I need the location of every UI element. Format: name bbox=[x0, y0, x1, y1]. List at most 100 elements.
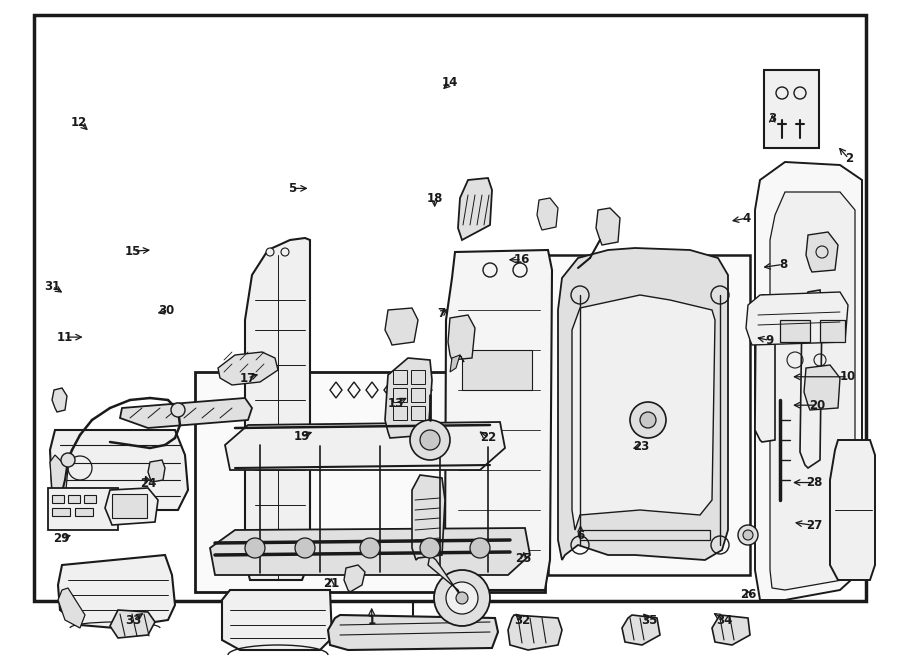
Text: 1: 1 bbox=[367, 613, 376, 627]
Circle shape bbox=[171, 403, 185, 417]
Text: 24: 24 bbox=[140, 477, 157, 490]
Text: 13: 13 bbox=[388, 397, 404, 410]
Polygon shape bbox=[50, 455, 68, 500]
Polygon shape bbox=[210, 528, 530, 575]
Circle shape bbox=[295, 538, 315, 558]
Text: 10: 10 bbox=[840, 370, 856, 383]
Text: 31: 31 bbox=[44, 280, 60, 293]
Polygon shape bbox=[222, 590, 332, 650]
Polygon shape bbox=[448, 315, 475, 360]
Circle shape bbox=[281, 248, 289, 256]
Bar bbox=[393, 370, 407, 384]
Polygon shape bbox=[800, 290, 822, 468]
Polygon shape bbox=[712, 615, 750, 645]
Circle shape bbox=[743, 530, 753, 540]
Text: 33: 33 bbox=[125, 613, 141, 627]
Text: 15: 15 bbox=[125, 245, 141, 258]
Polygon shape bbox=[746, 292, 848, 345]
Polygon shape bbox=[445, 250, 552, 590]
Bar bbox=[68, 495, 80, 503]
Polygon shape bbox=[558, 248, 728, 560]
Polygon shape bbox=[458, 178, 492, 240]
Text: 7: 7 bbox=[436, 307, 446, 321]
Bar bbox=[112, 494, 147, 518]
Polygon shape bbox=[225, 422, 505, 470]
Polygon shape bbox=[450, 355, 464, 372]
Polygon shape bbox=[58, 588, 85, 628]
Text: 29: 29 bbox=[53, 532, 69, 545]
Circle shape bbox=[640, 412, 656, 428]
Bar bbox=[548, 255, 750, 575]
Bar bbox=[780, 320, 810, 342]
Polygon shape bbox=[50, 430, 188, 510]
Polygon shape bbox=[385, 358, 432, 438]
Circle shape bbox=[446, 582, 478, 614]
Text: 30: 30 bbox=[158, 304, 175, 317]
Text: 18: 18 bbox=[427, 192, 443, 205]
Polygon shape bbox=[328, 615, 498, 650]
Text: 11: 11 bbox=[57, 330, 73, 344]
Polygon shape bbox=[830, 440, 875, 580]
Text: 26: 26 bbox=[741, 588, 757, 602]
Polygon shape bbox=[120, 398, 252, 428]
Polygon shape bbox=[58, 555, 175, 628]
Bar bbox=[34, 15, 866, 601]
Text: 16: 16 bbox=[514, 253, 530, 266]
Polygon shape bbox=[804, 365, 840, 410]
Polygon shape bbox=[428, 555, 462, 598]
Polygon shape bbox=[630, 345, 658, 388]
Circle shape bbox=[360, 538, 380, 558]
Text: 22: 22 bbox=[480, 431, 496, 444]
Circle shape bbox=[434, 570, 490, 626]
Bar bbox=[52, 508, 70, 516]
Polygon shape bbox=[755, 295, 775, 442]
Polygon shape bbox=[596, 208, 620, 245]
Text: 23: 23 bbox=[633, 440, 649, 453]
Polygon shape bbox=[52, 388, 67, 412]
Text: 12: 12 bbox=[71, 116, 87, 129]
Text: 34: 34 bbox=[716, 613, 733, 627]
Bar bbox=[820, 320, 845, 342]
Circle shape bbox=[630, 402, 666, 438]
Circle shape bbox=[420, 538, 440, 558]
Polygon shape bbox=[572, 295, 715, 530]
Polygon shape bbox=[105, 488, 158, 525]
Polygon shape bbox=[245, 238, 310, 580]
Polygon shape bbox=[148, 460, 165, 482]
Polygon shape bbox=[344, 565, 365, 592]
Text: 19: 19 bbox=[293, 430, 310, 443]
Text: 17: 17 bbox=[239, 371, 256, 385]
Polygon shape bbox=[755, 162, 862, 600]
Text: 4: 4 bbox=[742, 212, 752, 225]
Polygon shape bbox=[537, 198, 558, 230]
Polygon shape bbox=[385, 308, 418, 345]
Polygon shape bbox=[622, 615, 660, 645]
Circle shape bbox=[738, 525, 758, 545]
Text: 3: 3 bbox=[768, 112, 777, 126]
Text: 5: 5 bbox=[288, 182, 297, 195]
Circle shape bbox=[266, 248, 274, 256]
Polygon shape bbox=[110, 610, 155, 638]
Bar bbox=[411, 406, 425, 420]
Text: 32: 32 bbox=[514, 613, 530, 627]
Text: 8: 8 bbox=[778, 258, 788, 271]
Text: 2: 2 bbox=[844, 152, 853, 165]
Bar bbox=[75, 508, 93, 516]
Bar bbox=[764, 70, 819, 148]
Text: 25: 25 bbox=[516, 552, 532, 565]
Bar bbox=[580, 530, 710, 540]
Text: 35: 35 bbox=[642, 613, 658, 627]
Bar bbox=[411, 370, 425, 384]
Bar bbox=[462, 350, 532, 390]
Text: 28: 28 bbox=[806, 476, 823, 489]
Bar bbox=[393, 406, 407, 420]
Bar bbox=[84, 495, 96, 503]
Circle shape bbox=[470, 538, 490, 558]
Bar bbox=[393, 388, 407, 402]
Polygon shape bbox=[508, 615, 562, 650]
Circle shape bbox=[61, 453, 75, 467]
Circle shape bbox=[410, 420, 450, 460]
Bar bbox=[411, 388, 425, 402]
Text: 6: 6 bbox=[576, 529, 585, 542]
Bar bbox=[195, 372, 545, 592]
